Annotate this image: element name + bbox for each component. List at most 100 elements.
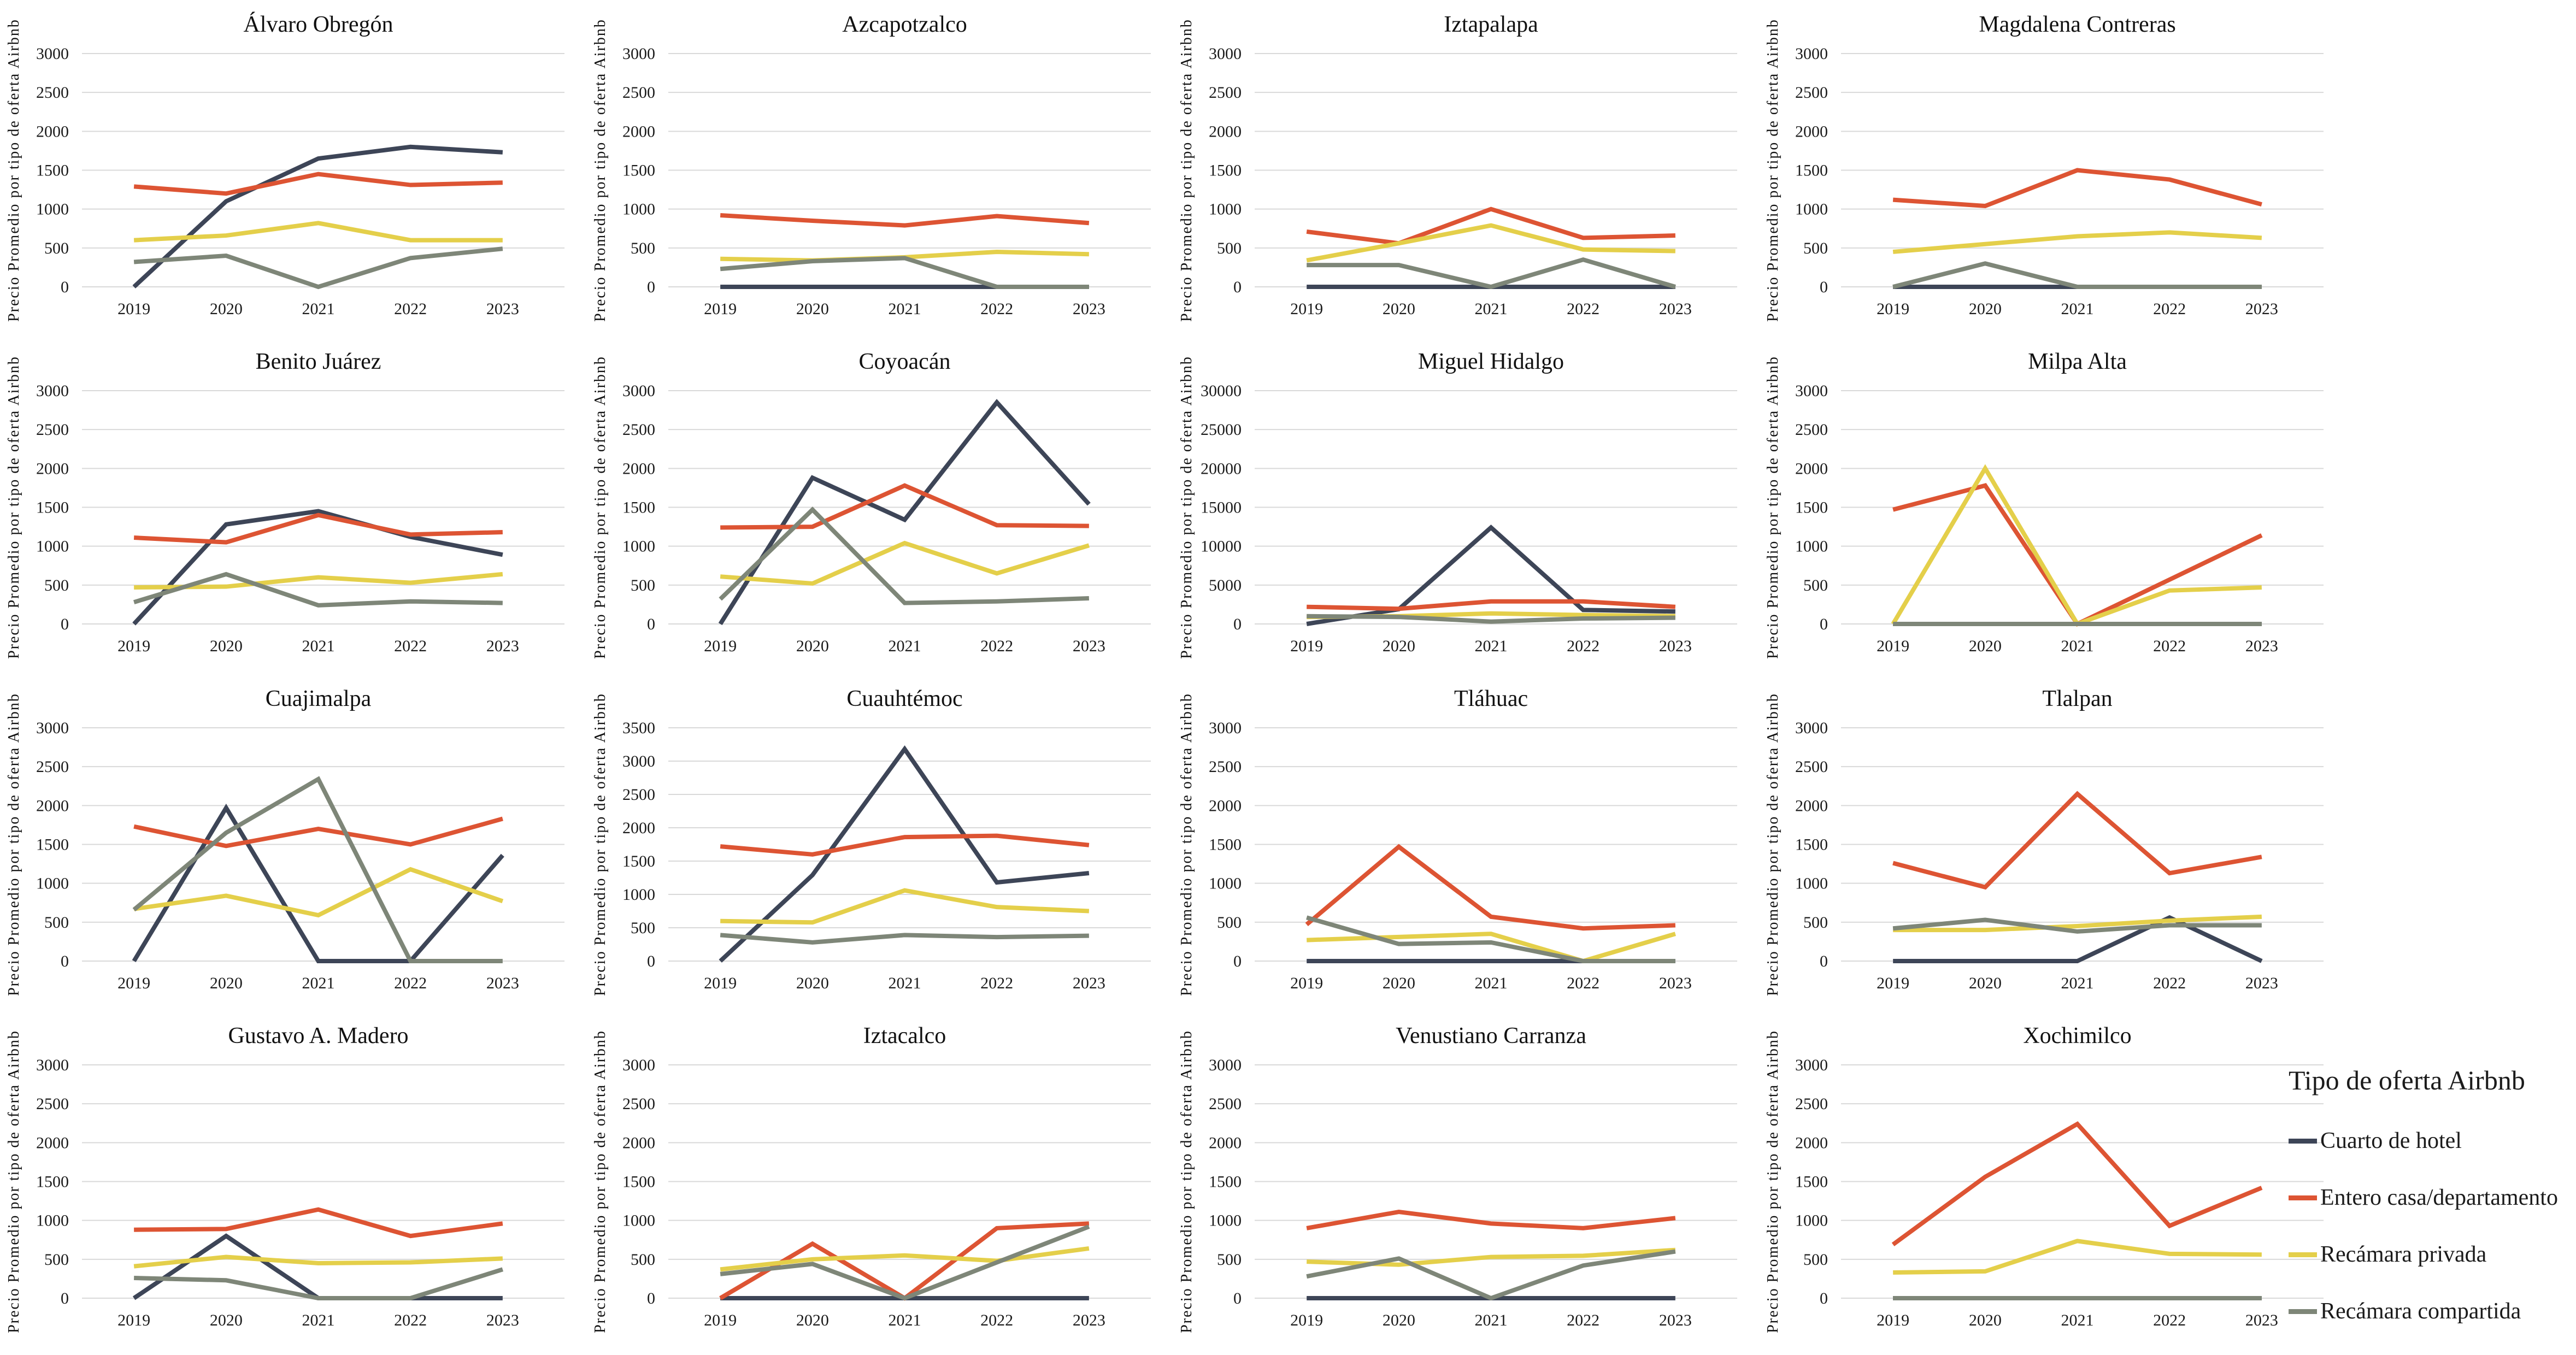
x-tick-label: 2020 <box>1969 1311 2002 1329</box>
chart-title: Azcapotzalco <box>842 12 967 37</box>
y-tick-label: 10000 <box>1201 538 1242 556</box>
y-tick-label: 3000 <box>1795 1056 1828 1074</box>
y-tick-label: 2000 <box>622 1134 655 1152</box>
series-line-Recámara privada <box>1307 932 1676 964</box>
series-line-Recámara privada <box>1306 223 1675 263</box>
line-chart-Iztapalapa: 0 500 1000 1500 2000 2500 3000 2019 2020 2021 2022… <box>1178 12 1737 322</box>
x-tick-label: 2019 <box>1290 300 1323 318</box>
line-chart-Iztacalco: 0 500 1000 1500 2000 2500 3000 2019 2020 2021 2022… <box>592 1023 1151 1333</box>
series-line-Recámara compartida <box>1892 917 2262 934</box>
series-line-Recámara compartida <box>1892 261 2262 289</box>
series-line-Entero casa/departamento <box>133 816 503 849</box>
chart-cell: 0 500 1000 1500 2000 2500 3000 2019 2020 2021 2022… <box>1173 678 1759 1014</box>
y-tick-label: 3000 <box>1795 382 1828 400</box>
x-tick-label: 2022 <box>980 637 1013 655</box>
y-axis-label: Precio Promedio por tipo de oferta Airbn… <box>1178 693 1195 996</box>
x-tick-label: 2022 <box>394 637 427 655</box>
x-tick-label: 2020 <box>210 300 243 318</box>
series-line-Recámara privada <box>133 1254 503 1269</box>
y-tick-label: 1500 <box>622 499 655 517</box>
y-tick-label: 500 <box>1803 1251 1828 1269</box>
legend-item-label: Recámara privada <box>2320 1242 2487 1267</box>
x-tick-label: 2023 <box>1659 974 1692 992</box>
line-chart-Cuauhtémoc: 0 500 1000 1500 2000 2500 3000 3500 2019 2020 2021… <box>592 686 1151 996</box>
series-line-Recámara privada <box>1307 1247 1676 1267</box>
y-tick-label: 3000 <box>36 45 69 63</box>
x-tick-label: 2019 <box>1877 974 1909 992</box>
x-tick-label: 2019 <box>1877 1311 1909 1329</box>
y-tick-label: 500 <box>631 576 655 594</box>
y-tick-label: 2500 <box>1795 84 1828 102</box>
chart-cell: 0 500 1000 1500 2000 2500 3000 2019 2020 2021 2022… <box>1759 340 2345 676</box>
x-tick-label: 2021 <box>302 974 335 992</box>
y-tick-label: 0 <box>1233 1289 1242 1307</box>
line-chart-Gustavo A. Madero: 0 500 1000 1500 2000 2500 3000 2019 2020 2021 2022… <box>5 1023 564 1333</box>
y-tick-label: 2000 <box>1795 459 1828 478</box>
x-tick-label: 2022 <box>980 974 1013 992</box>
x-tick-label: 2019 <box>1877 300 1909 318</box>
x-tick-label: 2022 <box>2153 1311 2186 1329</box>
chart-cell: 0 500 1000 1500 2000 2500 3000 2019 2020 2021 2022… <box>0 1015 586 1351</box>
line-chart-Xochimilco: 0 500 1000 1500 2000 2500 3000 2019 2020 2021 2022… <box>1765 1023 2324 1333</box>
y-tick-label: 500 <box>631 239 655 257</box>
line-chart-Tláhuac: 0 500 1000 1500 2000 2500 3000 2019 2020 2021 2022… <box>1178 686 1737 996</box>
y-tick-label: 2000 <box>622 459 655 478</box>
x-tick-label: 2020 <box>796 1311 829 1329</box>
y-axis-label: Precio Promedio por tipo de oferta Airbn… <box>592 1030 609 1333</box>
line-chart-Benito Juárez: 0 500 1000 1500 2000 2500 3000 2019 2020 2021 2022… <box>5 349 564 659</box>
y-tick-label: 2500 <box>36 84 69 102</box>
y-tick-label: 1000 <box>1795 1212 1828 1230</box>
series-line-Entero casa/departamento <box>134 1207 503 1239</box>
x-tick-label: 2019 <box>1290 974 1323 992</box>
y-tick-label: 2000 <box>36 122 69 140</box>
y-axis-label: Precio Promedio por tipo de oferta Airbn… <box>1765 356 1781 659</box>
y-tick-label: 1500 <box>1795 162 1828 180</box>
x-tick-label: 2019 <box>117 637 150 655</box>
series-line-Entero casa/departamento <box>1892 483 2263 627</box>
y-tick-label: 2000 <box>1209 122 1242 140</box>
chart-cell: 0 500 1000 1500 2000 2500 3000 2019 2020 2021 2022… <box>0 340 586 676</box>
y-axis-label: Precio Promedio por tipo de oferta Airbn… <box>5 356 22 659</box>
series-line-Recámara privada <box>1892 230 2262 254</box>
y-tick-label: 3000 <box>622 45 655 63</box>
chart-title: Álvaro Obregón <box>243 11 393 37</box>
x-tick-label: 2023 <box>2245 1311 2278 1329</box>
chart-title: Magdalena Contreras <box>1979 12 2175 37</box>
y-axis-label: Precio Promedio por tipo de oferta Airbn… <box>592 356 609 659</box>
x-tick-label: 2020 <box>796 637 829 655</box>
series-line-Recámara compartida <box>720 256 1089 289</box>
x-tick-label: 2023 <box>486 1311 519 1329</box>
y-tick-label: 3000 <box>1209 1056 1242 1074</box>
y-tick-label: 3500 <box>622 719 655 737</box>
series-line-Recámara compartida <box>132 776 503 963</box>
x-tick-label: 2022 <box>1567 300 1599 318</box>
y-tick-label: 2000 <box>1795 122 1828 140</box>
x-tick-label: 2023 <box>486 974 519 992</box>
y-tick-label: 1500 <box>622 852 655 870</box>
x-tick-label: 2021 <box>302 637 335 655</box>
y-tick-label: 2500 <box>1795 421 1828 439</box>
y-tick-label: 500 <box>44 576 69 594</box>
y-tick-label: 25000 <box>1201 421 1242 439</box>
legend-item-label: Cuarto de hotel <box>2320 1128 2462 1153</box>
x-tick-label: 2019 <box>704 1311 737 1329</box>
y-axis-label: Precio Promedio por tipo de oferta Airbn… <box>5 693 22 996</box>
x-tick-label: 2022 <box>1567 974 1599 992</box>
x-tick-label: 2019 <box>704 974 737 992</box>
x-tick-label: 2019 <box>1290 637 1323 655</box>
legend-item-recamara-compartida: Recámara compartida <box>2289 1298 2575 1324</box>
x-tick-label: 2020 <box>1383 637 1415 655</box>
x-tick-label: 2023 <box>2245 300 2278 318</box>
series-line-Recámara privada <box>720 1246 1090 1272</box>
line-chart-Milpa Alta: 0 500 1000 1500 2000 2500 3000 2019 2020 2021 2022… <box>1765 349 2324 659</box>
y-tick-label: 0 <box>1820 952 1828 970</box>
x-tick-label: 2020 <box>1383 974 1415 992</box>
x-tick-label: 2023 <box>2245 974 2278 992</box>
x-tick-label: 2023 <box>2245 637 2278 655</box>
y-tick-label: 2000 <box>36 459 69 478</box>
y-axis-label: Precio Promedio por tipo de oferta Airbn… <box>1765 1030 1781 1333</box>
y-tick-label: 2000 <box>622 819 655 837</box>
series-line-Recámara compartida <box>1306 915 1675 963</box>
y-tick-label: 3000 <box>36 382 69 400</box>
y-tick-label: 3000 <box>36 719 69 737</box>
